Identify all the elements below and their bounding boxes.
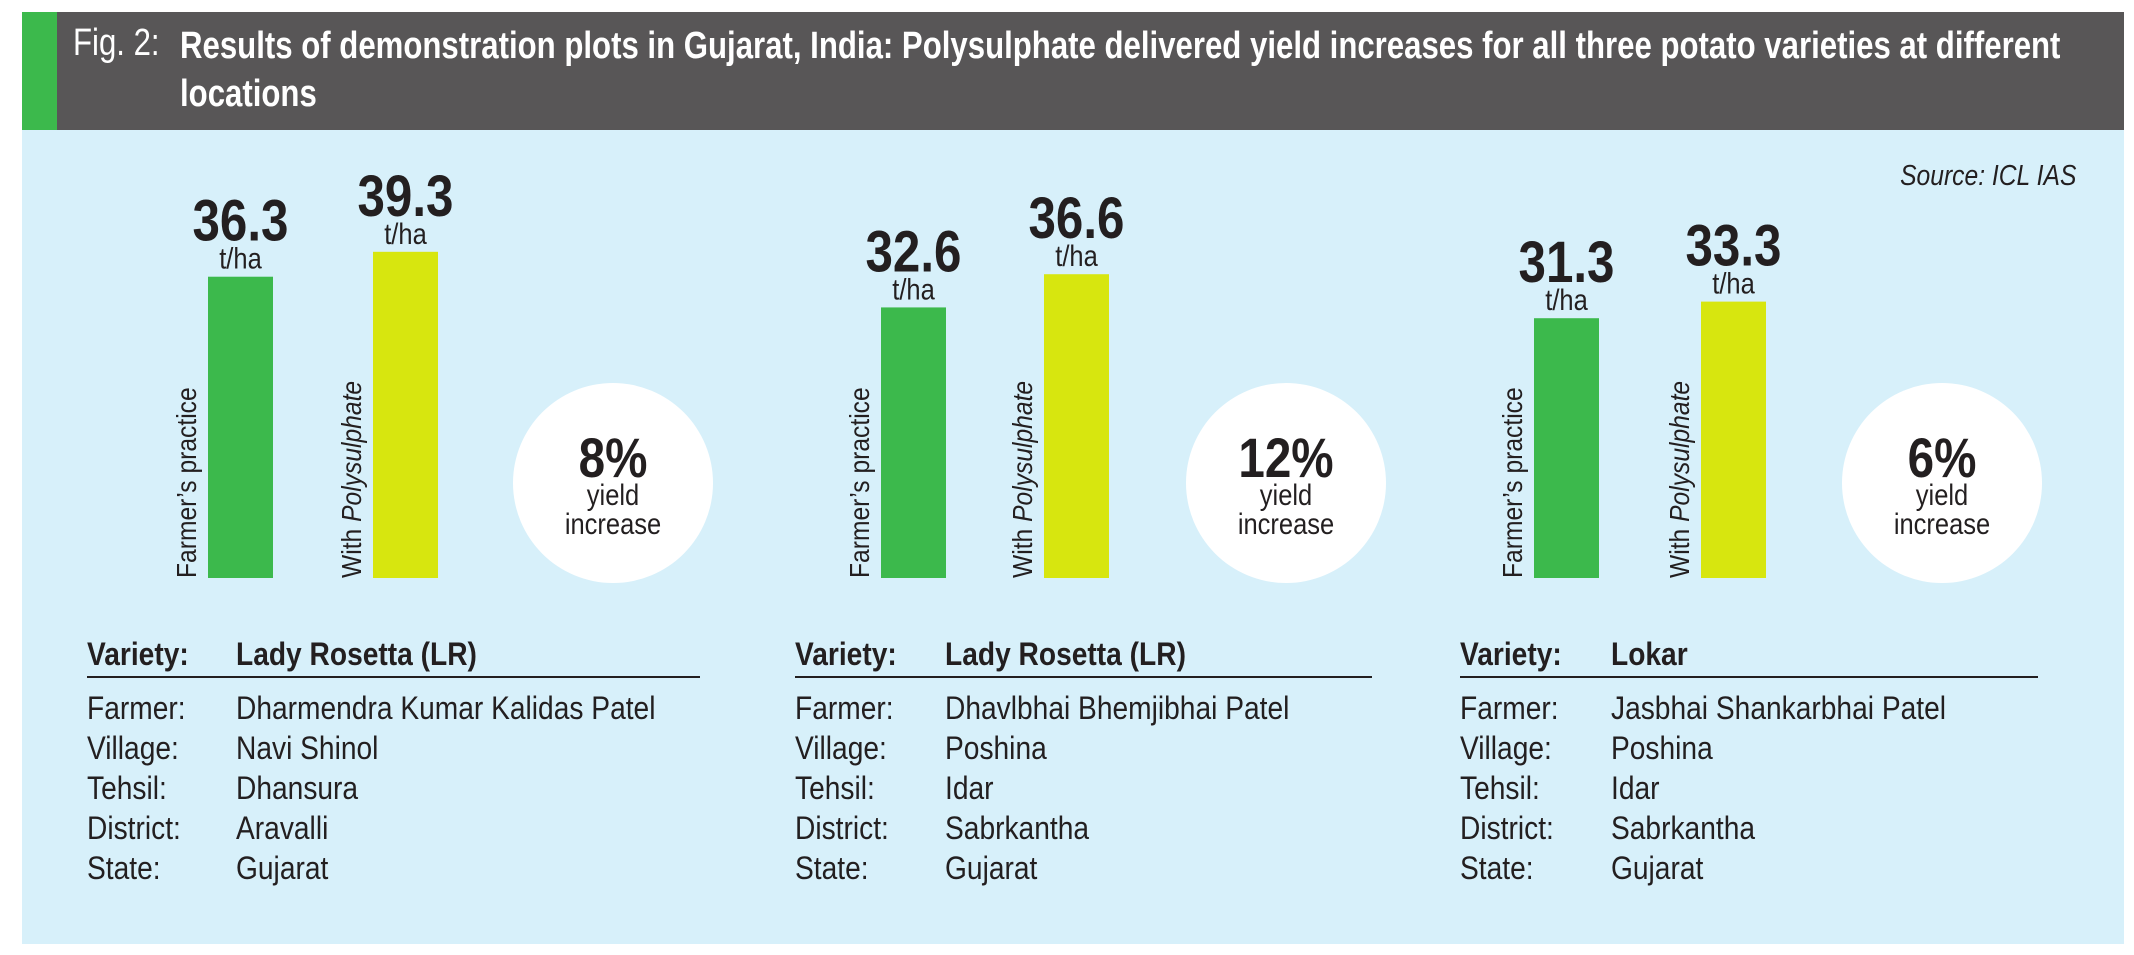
info-divider bbox=[1460, 676, 2038, 678]
yield-increase-label: yield bbox=[1916, 478, 1968, 511]
info-value: Gujarat bbox=[944, 850, 1038, 886]
info-label: District: bbox=[1460, 810, 1554, 846]
info-value: Lady Rosetta (LR) bbox=[235, 636, 477, 672]
bar-with-polysulphate bbox=[1044, 274, 1109, 578]
source-note: Source: ICL IAS bbox=[1899, 160, 2076, 192]
info-label: District: bbox=[795, 810, 889, 846]
yield-increase-label: increase bbox=[565, 507, 661, 540]
category-label-farmer: Farmer’s practice bbox=[171, 387, 203, 578]
info-value: Sabrkantha bbox=[944, 810, 1090, 846]
info-label: Village: bbox=[1460, 730, 1552, 766]
yield-increase-label: yield bbox=[1260, 478, 1312, 511]
info-divider bbox=[795, 676, 1372, 678]
info-label: State: bbox=[795, 850, 869, 886]
info-divider bbox=[87, 676, 700, 678]
bar-with-polysulphate bbox=[373, 251, 438, 578]
yield-increase-value: 6% bbox=[1908, 427, 1977, 489]
value-label: 36.6 bbox=[1029, 186, 1125, 251]
yield-increase-label: increase bbox=[1894, 507, 1990, 540]
info-label: Variety: bbox=[87, 636, 189, 672]
unit-label: t/ha bbox=[219, 242, 262, 275]
yield-increase-circle bbox=[1186, 383, 1386, 583]
unit-label: t/ha bbox=[892, 272, 935, 305]
yield-increase-label: increase bbox=[1238, 507, 1334, 540]
info-label: Farmer: bbox=[87, 690, 186, 726]
category-label-polysulphate: With Polysulphate bbox=[1007, 381, 1039, 578]
info-label: Village: bbox=[87, 730, 179, 766]
info-value: Dhansura bbox=[235, 770, 359, 806]
info-value: Dhavlbhai Bhemjibhai Patel bbox=[944, 690, 1290, 726]
info-value: Lady Rosetta (LR) bbox=[944, 636, 1186, 672]
bar-farmer-practice bbox=[1534, 318, 1599, 578]
bar-farmer-practice bbox=[208, 276, 273, 578]
info-label: Tehsil: bbox=[87, 770, 167, 806]
category-label-farmer: Farmer’s practice bbox=[1497, 387, 1529, 578]
unit-label: t/ha bbox=[1712, 267, 1755, 300]
yield-increase-circle bbox=[1842, 383, 2042, 583]
yield-increase-value: 8% bbox=[579, 427, 648, 489]
unit-label: t/ha bbox=[1545, 283, 1588, 316]
info-label: State: bbox=[87, 850, 161, 886]
info-label: Tehsil: bbox=[795, 770, 875, 806]
value-label: 31.3 bbox=[1519, 230, 1615, 295]
info-value: Jasbhai Shankarbhai Patel bbox=[1610, 690, 1947, 726]
info-value: Lokar bbox=[1610, 636, 1688, 672]
unit-label: t/ha bbox=[1055, 239, 1098, 272]
info-label: Tehsil: bbox=[1460, 770, 1540, 806]
info-label: District: bbox=[87, 810, 181, 846]
bar-farmer-practice bbox=[881, 307, 946, 578]
figure-label: Fig. 2: bbox=[73, 22, 160, 64]
info-label: Variety: bbox=[1460, 636, 1562, 672]
info-value: Sabrkantha bbox=[1610, 810, 1756, 846]
bar-with-polysulphate bbox=[1701, 301, 1766, 578]
info-value: Idar bbox=[1610, 770, 1660, 806]
category-label-farmer: Farmer’s practice bbox=[844, 387, 876, 578]
figure-title: Results of demonstration plots in Gujara… bbox=[180, 25, 2061, 115]
header-accent-strip bbox=[22, 12, 57, 130]
value-label: 36.3 bbox=[193, 189, 289, 254]
info-label: Farmer: bbox=[795, 690, 894, 726]
yield-increase-circle bbox=[513, 383, 713, 583]
value-label: 39.3 bbox=[358, 164, 454, 229]
info-value: Poshina bbox=[1610, 730, 1713, 766]
category-label-polysulphate: With Polysulphate bbox=[336, 381, 368, 578]
figure-header bbox=[22, 12, 2124, 130]
value-label: 32.6 bbox=[866, 220, 962, 285]
info-value: Aravalli bbox=[235, 810, 329, 846]
info-value: Poshina bbox=[944, 730, 1047, 766]
info-value: Gujarat bbox=[235, 850, 329, 886]
info-value: Dharmendra Kumar Kalidas Patel bbox=[235, 690, 656, 726]
info-value: Navi Shinol bbox=[235, 730, 379, 766]
info-value: Idar bbox=[944, 770, 994, 806]
category-label-polysulphate: With Polysulphate bbox=[1664, 381, 1696, 578]
info-label: Variety: bbox=[795, 636, 897, 672]
unit-label: t/ha bbox=[384, 217, 427, 250]
info-label: Village: bbox=[795, 730, 887, 766]
yield-increase-value: 12% bbox=[1238, 427, 1333, 489]
yield-increase-label: yield bbox=[587, 478, 639, 511]
info-label: State: bbox=[1460, 850, 1534, 886]
info-label: Farmer: bbox=[1460, 690, 1559, 726]
info-value: Gujarat bbox=[1610, 850, 1704, 886]
value-label: 33.3 bbox=[1686, 214, 1782, 279]
